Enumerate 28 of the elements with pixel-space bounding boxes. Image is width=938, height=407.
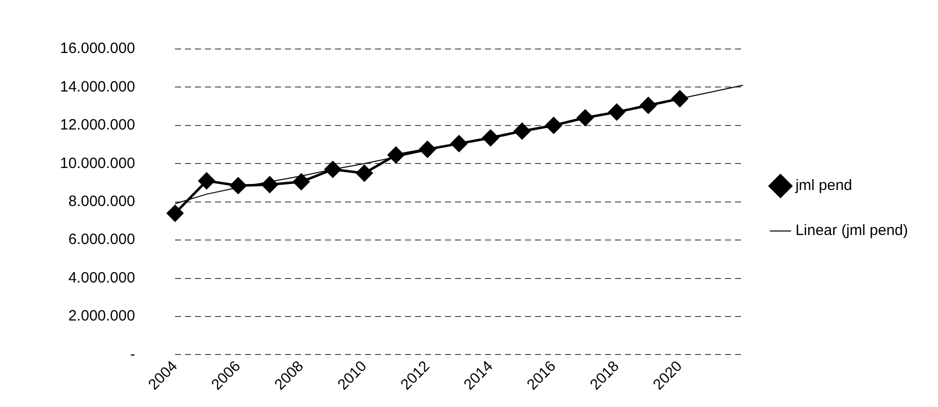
y-tick-label: 4.000.000 (68, 269, 136, 286)
y-tick-label: 12.000.000 (60, 116, 136, 134)
y-tick-label: 10.000.000 (60, 154, 136, 172)
point (608, 104, 626, 120)
legend-label: jml pend (794, 177, 852, 194)
point (388, 146, 404, 164)
point (545, 117, 562, 134)
point (419, 141, 436, 158)
y-tick-label: 14.000.000 (60, 78, 136, 96)
y-tick-label: - (130, 346, 136, 363)
y-tick-label: 2.000.000 (68, 308, 136, 325)
point (482, 130, 499, 146)
y-tick-label: 8.000.000 (68, 192, 136, 210)
point (514, 122, 530, 140)
point (356, 164, 373, 182)
point (450, 135, 468, 152)
point (324, 161, 342, 178)
point (576, 110, 594, 126)
point (672, 90, 688, 107)
y-tick-label: 16.000.000 (60, 40, 136, 58)
point (261, 176, 278, 193)
point (640, 97, 657, 114)
point (166, 205, 184, 222)
point (230, 177, 246, 194)
point (198, 172, 215, 190)
y-tick-label: 6.000.000 (68, 231, 136, 248)
point (293, 174, 310, 190)
legend-label: Linear (jml pend) (795, 222, 908, 240)
